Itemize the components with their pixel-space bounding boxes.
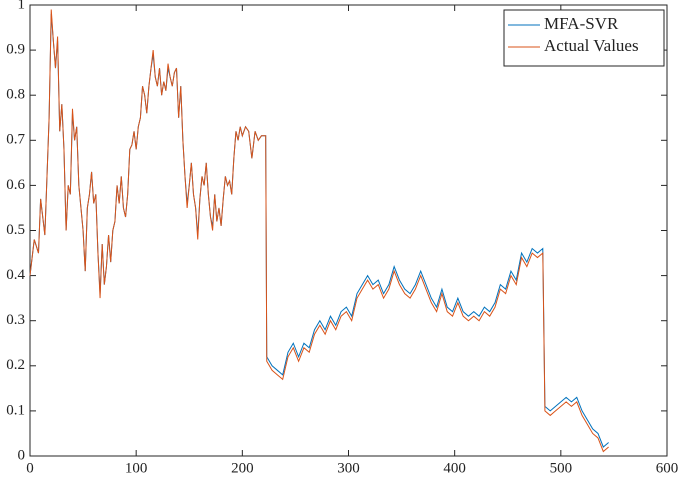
- y-tick-label: 0.6: [6, 177, 25, 193]
- x-tick-label: 400: [443, 460, 466, 476]
- y-tick-label: 0.9: [6, 42, 25, 58]
- x-tick-label: 300: [337, 460, 360, 476]
- y-tick-label: 0: [18, 447, 26, 463]
- y-tick-label: 0.3: [6, 312, 25, 328]
- x-tick-label: 200: [231, 460, 254, 476]
- y-tick-label: 0.7: [6, 132, 25, 148]
- y-tick-label: 1: [18, 0, 26, 12]
- x-tick-label: 0: [26, 460, 34, 476]
- x-tick-label: 100: [125, 460, 148, 476]
- x-tick-label: 600: [656, 460, 679, 476]
- legend-box: [503, 9, 665, 67]
- legend-label: MFA-SVR: [544, 14, 619, 33]
- y-tick-label: 0.8: [6, 87, 25, 103]
- x-tick-label: 500: [550, 460, 573, 476]
- data-line: [29, 9, 609, 453]
- y-tick-label: 0.1: [6, 402, 25, 418]
- y-tick-label: 0.4: [6, 267, 25, 283]
- plot-area: [29, 4, 668, 457]
- y-tick-label: 0.2: [6, 357, 25, 373]
- y-tick-label: 0.5: [6, 222, 25, 238]
- legend-label: Actual Values: [544, 36, 639, 55]
